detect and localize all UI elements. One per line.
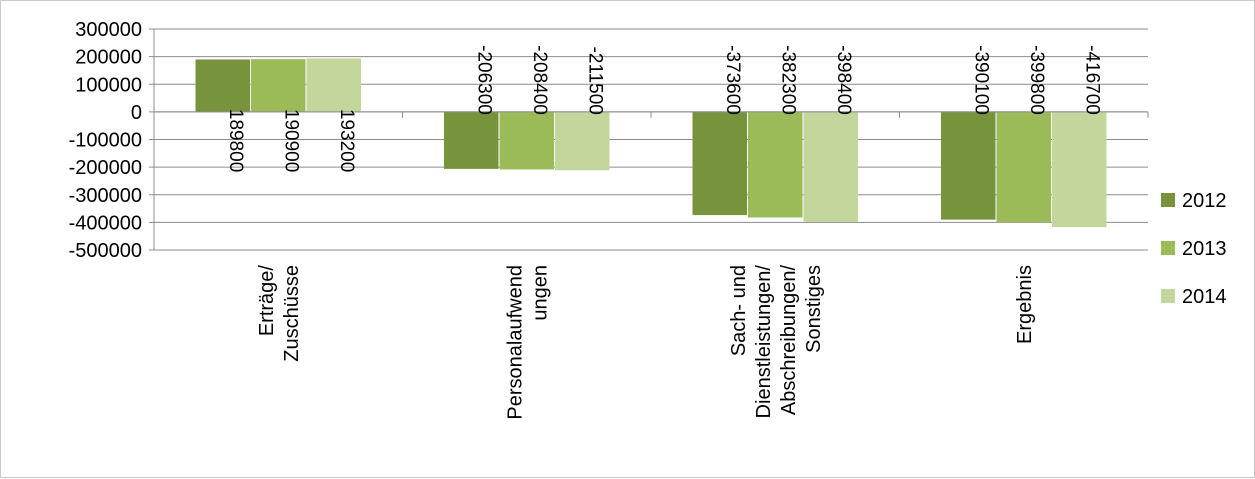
y-tick-labels: 300000 200000 100000 0 -100000 -200000 -300000…	[69, 19, 142, 262]
bar-2012-1	[444, 111, 499, 169]
data-label: -390100	[970, 45, 991, 115]
data-label: -211500	[584, 47, 605, 115]
data-label: -208400	[529, 45, 550, 115]
category-label: Ergebnis	[1014, 265, 1036, 344]
data-label: -382300	[777, 45, 798, 115]
data-label: -398400	[833, 45, 854, 115]
category-label: Erträge/	[256, 265, 278, 337]
bar-2013-3	[996, 111, 1051, 223]
y-tick-label: 100000	[75, 74, 142, 96]
legend-swatch-2013	[1161, 241, 1175, 255]
bar-2012-2	[692, 111, 747, 216]
legend-label: 2013	[1182, 238, 1227, 260]
bar-2013-2	[748, 111, 803, 218]
y-tick-label: -100000	[69, 130, 142, 152]
y-tick-label: -500000	[69, 240, 142, 262]
legend-label: 2014	[1182, 286, 1227, 308]
bar-2014-1	[555, 111, 610, 171]
bar-2014-2	[803, 111, 858, 222]
bar-2012-0	[195, 59, 250, 112]
category-label: ungen	[529, 265, 551, 321]
y-tick-label: -300000	[69, 185, 142, 207]
legend-swatch-2012	[1161, 193, 1175, 207]
category-label: Personalaufwend	[504, 265, 526, 420]
data-label: -399800	[1026, 45, 1047, 115]
data-label: -416700	[1081, 45, 1102, 115]
bars	[195, 58, 1107, 227]
data-label: 190900	[280, 109, 301, 172]
y-tick-label: -200000	[69, 157, 142, 179]
category-label: Sach- und	[728, 265, 750, 356]
bar-2014-3	[1052, 111, 1107, 227]
legend: 2012 2013 2014	[1161, 190, 1227, 308]
data-label: -373600	[722, 45, 743, 115]
data-label: -206300	[473, 45, 494, 115]
bar-2014-0	[306, 58, 361, 112]
category-labels: Erträge/Zuschüsse Personalaufwend ungen Sac…	[256, 265, 1036, 420]
bar-2013-1	[499, 111, 554, 170]
data-labels: 189800 -206300 -373600 -390100 190900 -208400…	[225, 45, 1103, 172]
y-tick-label: -400000	[69, 212, 142, 234]
y-tick-label: 0	[131, 102, 142, 124]
y-tick-label: 300000	[75, 19, 142, 41]
category-label: Zuschüsse	[281, 265, 303, 362]
category-label: Dienstleistungen/	[753, 265, 775, 419]
data-label: 189800	[225, 109, 246, 172]
legend-swatch-2014	[1161, 289, 1175, 303]
category-label: Abschreibungen/	[778, 265, 800, 416]
bar-2013-0	[251, 59, 306, 112]
bar-2012-3	[941, 111, 996, 220]
category-label: Sonstiges	[803, 265, 825, 353]
axes	[149, 28, 1149, 251]
legend-label: 2012	[1182, 190, 1227, 212]
data-label: 193200	[336, 109, 357, 172]
y-tick-label: 200000	[75, 47, 142, 69]
